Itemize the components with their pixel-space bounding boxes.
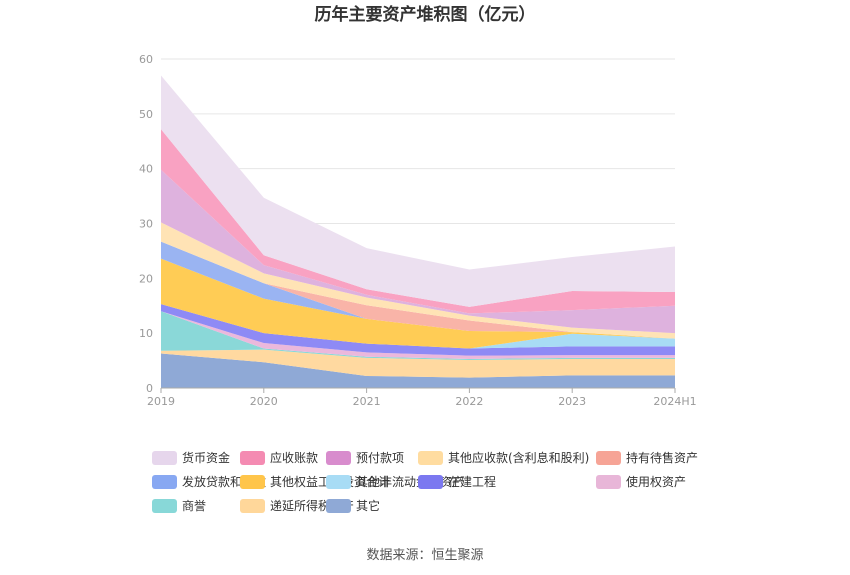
x-tick-label: 2023 — [558, 395, 586, 408]
legend-swatch — [326, 499, 351, 513]
legend-label: 在建工程 — [448, 474, 496, 489]
area-8 — [161, 241, 675, 339]
area-6 — [161, 258, 675, 349]
legend-swatch — [240, 475, 265, 489]
area-10 — [161, 169, 675, 334]
area-9 — [161, 222, 675, 339]
legend-swatch — [418, 475, 443, 489]
area-series — [161, 75, 675, 388]
legend-swatch — [240, 499, 265, 513]
source-note: 数据来源：恒生聚源 — [366, 548, 483, 563]
x-tick-label: 2022 — [455, 395, 483, 408]
legend-label: 使用权资产 — [626, 474, 686, 489]
legend-label: 货币资金 — [182, 450, 230, 465]
x-tick-label: 2021 — [353, 395, 381, 408]
legend-label: 其他应收款(含利息和股利) — [448, 450, 589, 465]
legend-swatch — [326, 451, 351, 465]
area-4 — [161, 304, 675, 356]
y-tick-label: 0 — [146, 382, 153, 395]
area-5 — [161, 304, 675, 349]
legend-label: 应收账款 — [270, 450, 318, 465]
legend-swatch — [596, 475, 621, 489]
area-3 — [161, 311, 675, 359]
legend-label: 商誉 — [182, 498, 206, 513]
x-tick-label: 2024H1 — [653, 395, 696, 408]
legend-swatch — [152, 475, 177, 489]
axes: 0 10 20 30 40 50 60 2019 2020 2021 2022 2023 2024H1 — [139, 53, 697, 408]
y-tick-label: 30 — [139, 218, 153, 231]
area-11 — [161, 129, 675, 314]
legend-swatch — [240, 451, 265, 465]
area-7 — [161, 241, 675, 339]
legend-label: 预付款项 — [356, 451, 404, 465]
legend-swatch — [418, 451, 443, 465]
legend-swatch — [152, 499, 177, 513]
chart-title: 历年主要资产堆积图（亿元） — [315, 4, 536, 25]
y-tick-label: 40 — [139, 163, 153, 176]
legend-swatch — [596, 451, 621, 465]
x-tick-label: 2019 — [147, 395, 175, 408]
y-tick-label: 10 — [139, 327, 153, 340]
legend-label: 其它 — [356, 498, 380, 513]
area-12 — [161, 75, 675, 307]
y-tick-label: 60 — [139, 53, 153, 66]
area-0 — [161, 353, 675, 388]
y-tick-label: 50 — [139, 108, 153, 121]
y-tick-label: 20 — [139, 272, 153, 285]
legend-label: 持有待售资产 — [626, 450, 698, 465]
x-tick-label: 2020 — [250, 395, 278, 408]
area-1 — [161, 349, 675, 378]
legend-swatch — [152, 451, 177, 465]
legend-swatch — [326, 475, 351, 489]
